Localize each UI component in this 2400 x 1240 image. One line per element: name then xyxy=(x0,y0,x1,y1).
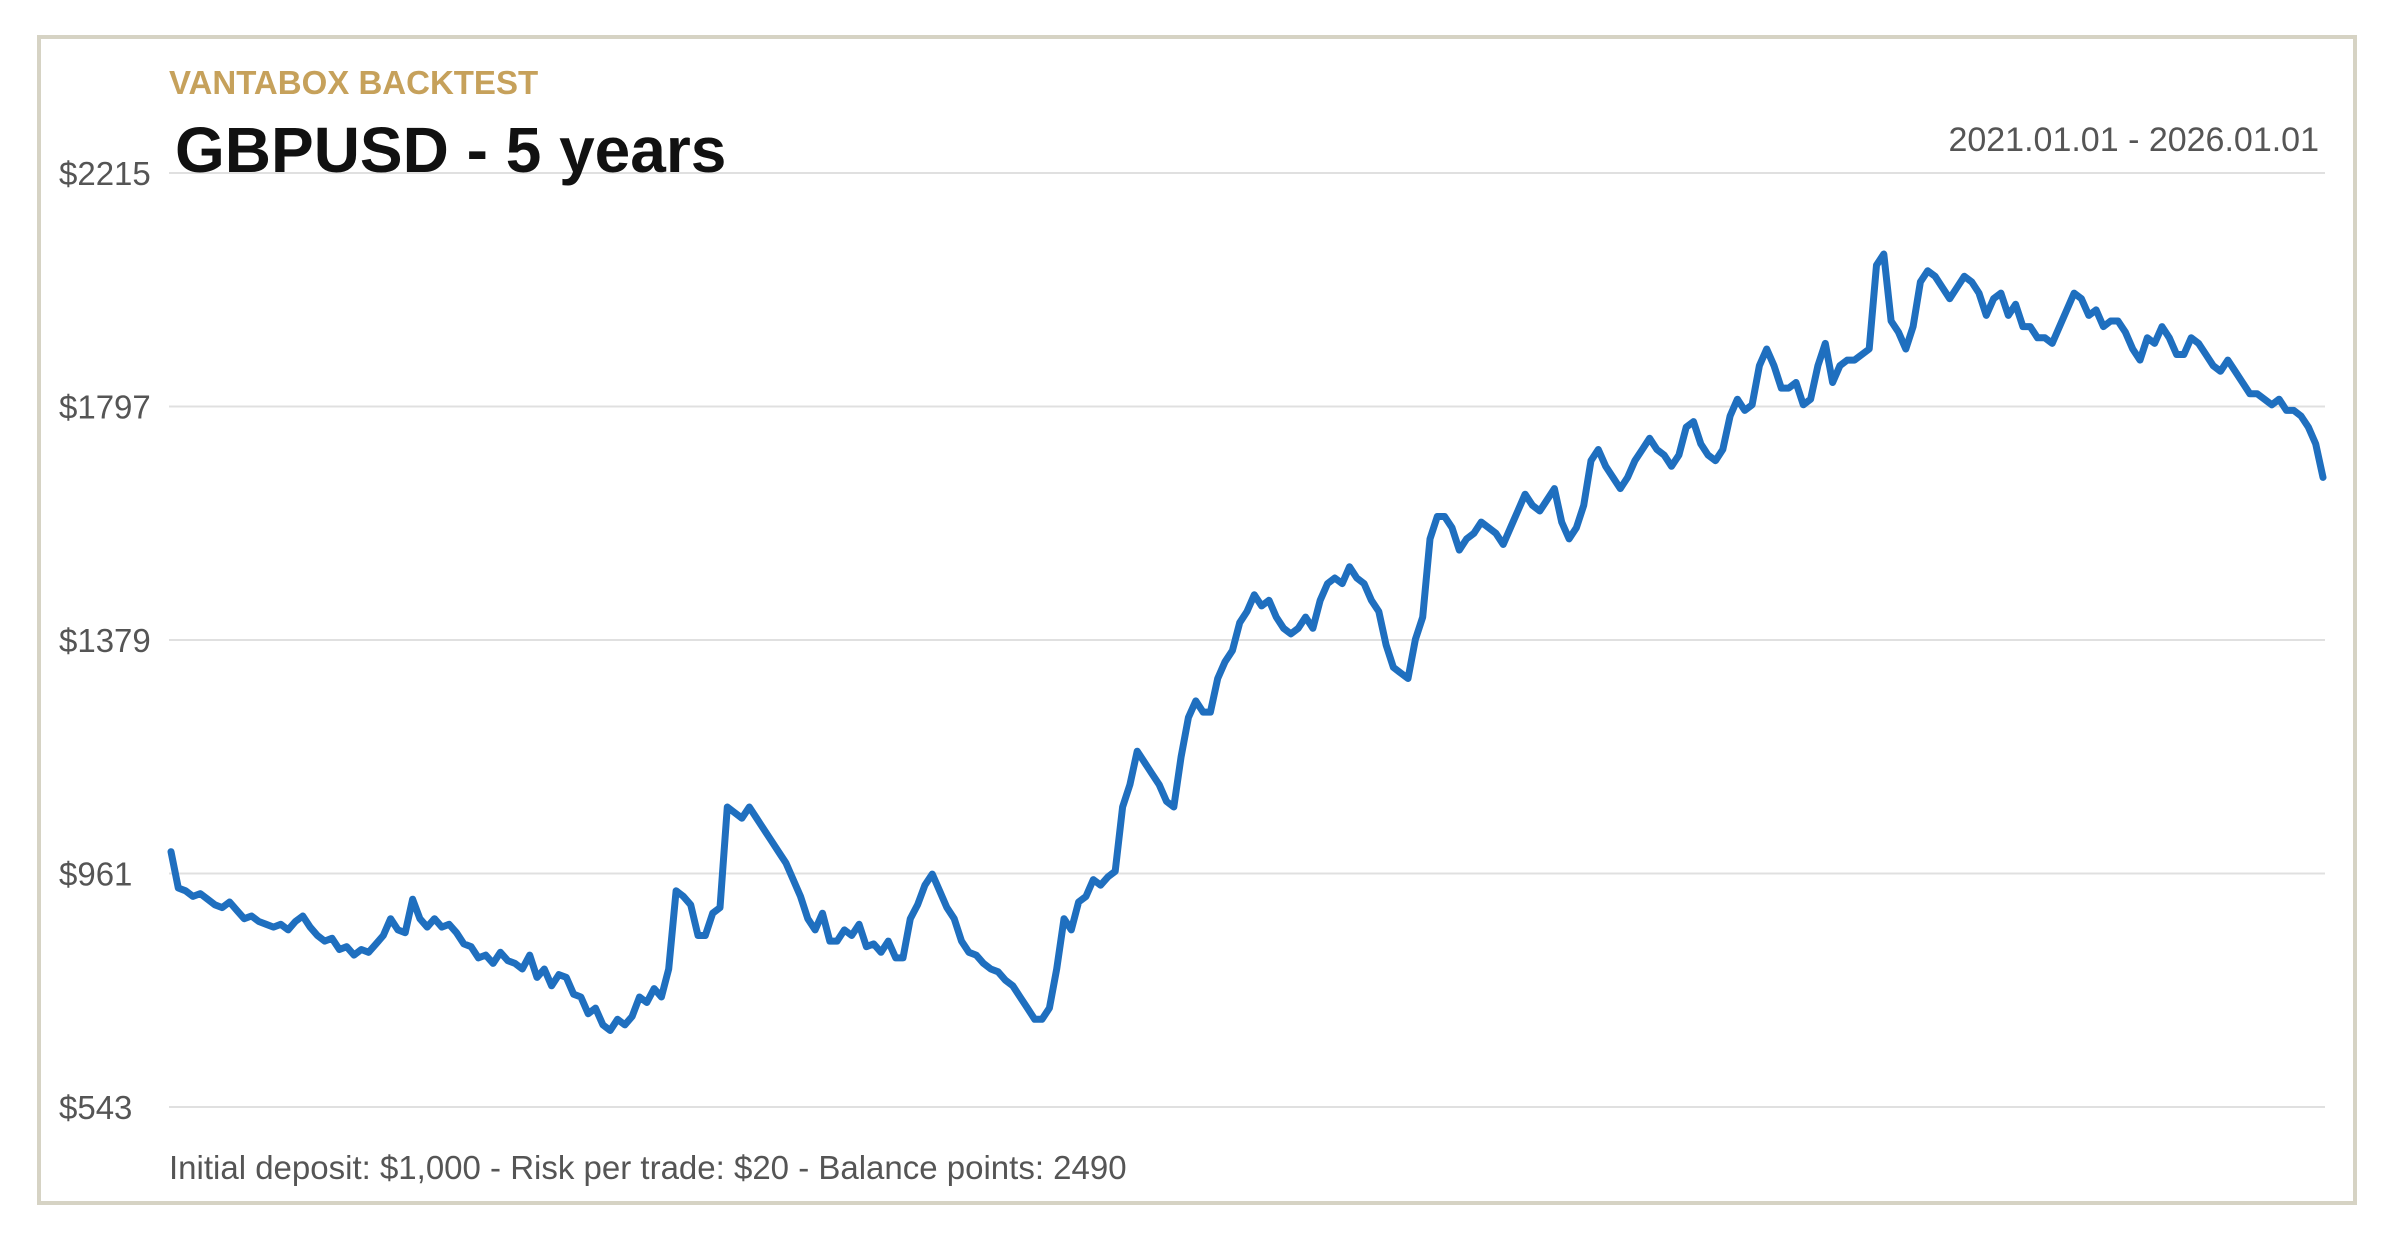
y-tick-label: $1379 xyxy=(59,622,151,659)
brand-label: VANTABOX BACKTEST xyxy=(169,64,538,101)
y-tick-label: $1797 xyxy=(59,389,151,426)
chart-frame: $543 $961 $1379 $1797 $2215 VANTABOX BACKTES… xyxy=(37,35,2357,1205)
equity-chart: $543 $961 $1379 $1797 $2215 VANTABOX BACKTES… xyxy=(59,64,2327,1186)
footer-note: Initial deposit: $1,000 - Risk per trade… xyxy=(169,1149,1127,1186)
grid-layer xyxy=(169,172,2325,1108)
chart-title: GBPUSD - 5 years xyxy=(175,114,726,186)
y-tick-label: $2215 xyxy=(59,155,151,192)
y-tick-label: $961 xyxy=(59,856,132,893)
y-tick-label: $543 xyxy=(59,1089,132,1126)
equity-line xyxy=(167,250,2327,1034)
y-axis: $543 $961 $1379 $1797 $2215 xyxy=(59,155,151,1126)
date-range: 2021.01.01 - 2026.01.01 xyxy=(1948,121,2319,159)
